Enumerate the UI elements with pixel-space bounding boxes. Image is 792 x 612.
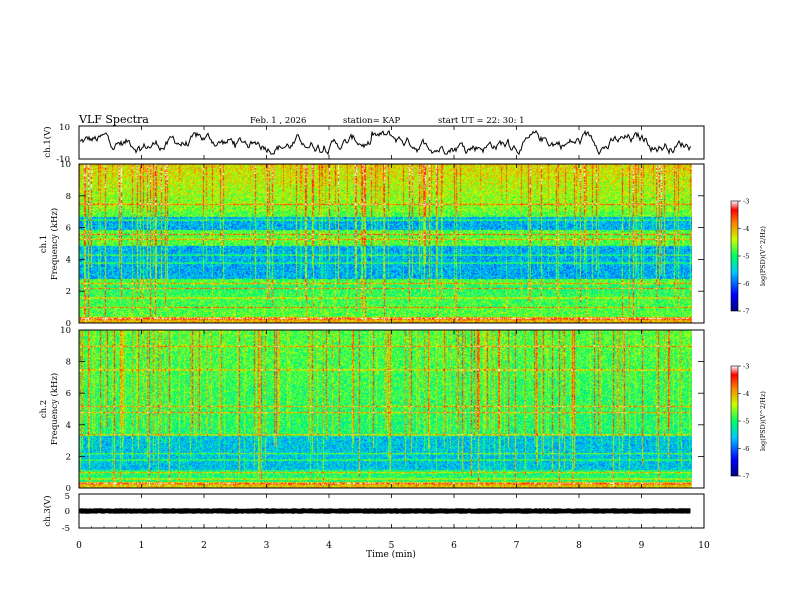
time-tick-label: 0 [76, 541, 82, 551]
figure-date: Feb. 1 , 2026 [250, 116, 306, 126]
ch1-spectrogram-ylabel-channel: ch.1 [39, 235, 49, 253]
colorbar-tick-label: -4 [743, 225, 749, 233]
time-tick-label: 9 [639, 541, 645, 551]
ch1-colorbar-gradient [730, 200, 739, 312]
time-axis-label: Time (min) [366, 549, 416, 560]
ch1-waveform-line [79, 129, 692, 156]
ch1-waveform-frame [78, 125, 705, 160]
ch1-ytick-top: 10 [59, 123, 70, 133]
ch2-colorbar-label: log(PSD)(V^2/Hz) [759, 391, 767, 451]
ch2-spectrogram-yticks: 0 2 4 6 8 10 [60, 326, 705, 494]
freq-tick-label: 4 [66, 421, 71, 431]
ch2-spectrogram-ylabel-channel: ch.2 [39, 400, 49, 418]
ch3-waveform-ylabel: ch.3(V) [42, 495, 53, 526]
time-tick-label: 7 [514, 541, 520, 551]
ch3-ytick-top: 5 [65, 492, 70, 502]
ch1-waveform-panel: 10 -10 ch.1(V) [42, 123, 705, 165]
freq-tick-label: 10 [60, 160, 71, 170]
freq-tick-label: 10 [60, 326, 71, 336]
freq-tick-label: 6 [66, 389, 71, 399]
freq-tick-label: 0 [66, 319, 71, 329]
freq-tick-label: 8 [66, 192, 71, 202]
ch2-spectrogram-ylabel: Frequency (kHz) [49, 373, 60, 445]
ch2-spectrogram-panel: 0 2 4 6 8 10 ch.2 Frequency (kHz) [39, 326, 705, 494]
time-axis: 0 1 2 3 4 5 6 7 8 9 10 [76, 494, 710, 551]
freq-tick-label: 2 [66, 452, 71, 462]
colorbar-tick-label: -3 [743, 198, 749, 206]
colorbar-tick-label: -6 [743, 280, 749, 288]
time-tick-label: 8 [576, 541, 582, 551]
freq-tick-label: 2 [66, 287, 71, 297]
ch3-ytick-middle: 0 [65, 507, 70, 517]
ch3-ytick-bottom: -5 [62, 524, 70, 534]
ch2-spectrogram-image [79, 330, 692, 488]
time-tick-label: 3 [264, 541, 270, 551]
colorbar-tick-label: -7 [743, 473, 749, 481]
ch1-spectrogram-ylabel: Frequency (kHz) [49, 208, 60, 280]
freq-tick-label: 6 [66, 224, 71, 234]
ch1-spectrogram-panel: 0 2 4 6 8 10 ch.1 Frequency (kHz) [39, 160, 705, 329]
colorbar-tick-label: -6 [743, 445, 749, 453]
colorbar-tick-label: -7 [743, 308, 749, 316]
figure-title: VLF Spectra [78, 113, 149, 126]
ch2-colorbar-gradient [730, 365, 739, 477]
time-tick-label: 10 [698, 541, 710, 551]
time-tick-label: 2 [201, 541, 207, 551]
colorbar-tick-label: -5 [743, 418, 749, 426]
time-tick-label: 6 [451, 541, 457, 551]
ch1-waveform-ylabel: ch.1(V) [42, 126, 53, 157]
time-tick-label: 5 [389, 541, 395, 551]
freq-tick-label: 0 [66, 484, 71, 494]
ch1-ytick-bottom: -10 [56, 155, 70, 165]
time-tick-label: 4 [326, 541, 332, 551]
colorbar-tick-label: -5 [743, 253, 749, 261]
freq-tick-label: 4 [66, 255, 71, 265]
colorbar-tick-label: -4 [743, 390, 749, 398]
ch1-colorbar: -3 -4 -5 -6 -7 log(PSD)(V^2/Hz) [730, 198, 767, 316]
ch1-spectrogram-image [79, 164, 692, 323]
colorbar-tick-label: -3 [743, 363, 749, 371]
figure-start-time: start UT = 22: 30: 1 [438, 116, 525, 126]
ch1-spectrogram-yticks: 0 2 4 6 8 10 [60, 160, 705, 329]
figure-station: station= KAP [343, 116, 401, 126]
freq-tick-label: 8 [66, 358, 71, 368]
time-tick-label: 1 [139, 541, 145, 551]
ch3-waveform-line [79, 508, 691, 514]
ch1-colorbar-label: log(PSD)(V^2/Hz) [759, 226, 767, 286]
ch2-colorbar: -3 -4 -5 -6 -7 log(PSD)(V^2/Hz) [730, 363, 767, 481]
